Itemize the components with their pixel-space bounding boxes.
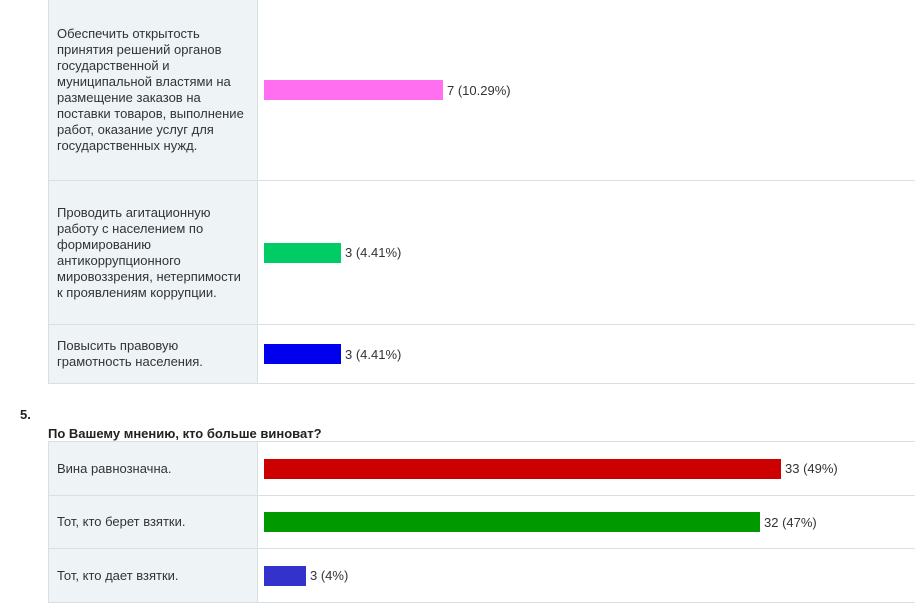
- result-count: 3 (4%): [310, 568, 349, 583]
- question4-results: Обеспечить открытость принятия решений о…: [48, 0, 915, 384]
- result-bar: [264, 458, 781, 479]
- option-label: Тот, кто дает взятки.: [48, 549, 258, 602]
- result-cell: 32 (47%): [258, 496, 915, 548]
- result-count: 32 (47%): [764, 514, 817, 530]
- option-label: Вина равнозначна.: [48, 442, 258, 495]
- poll-row: Тот, кто берет взятки. 32 (47%): [48, 496, 915, 549]
- result-bar: [264, 242, 341, 263]
- option-label: Тот, кто берет взятки.: [48, 496, 258, 548]
- result-count: 33 (49%): [785, 461, 838, 476]
- result-count: 3 (4.41%): [345, 245, 402, 260]
- poll-row: Тот, кто дает взятки. 3 (4%): [48, 549, 915, 603]
- result-cell: 33 (49%): [258, 442, 915, 495]
- option-label: Повысить правовую грамотность населения.: [48, 325, 258, 383]
- question-title: По Вашему мнению, кто больше виноват?: [48, 426, 322, 441]
- result-cell: 3 (4.41%): [258, 325, 915, 383]
- poll-row: Повысить правовую грамотность населения.…: [48, 325, 915, 384]
- result-count: 3 (4.41%): [345, 346, 402, 362]
- poll-row: Вина равнозначна. 33 (49%): [48, 441, 915, 496]
- question5-results: Вина равнозначна. 33 (49%) Тот, кто бере…: [48, 441, 915, 603]
- result-bar: [264, 80, 443, 100]
- option-label: Проводить агитационную работу с населени…: [48, 181, 258, 324]
- result-bar: [264, 344, 341, 364]
- question-number: 5.: [20, 407, 31, 422]
- result-bar: [264, 512, 760, 532]
- result-count: 7 (10.29%): [447, 82, 511, 98]
- poll-row: Обеспечить открытость принятия решений о…: [48, 0, 915, 181]
- result-cell: 3 (4.41%): [258, 181, 915, 324]
- option-label: Обеспечить открытость принятия решений о…: [48, 0, 258, 180]
- poll-row: Проводить агитационную работу с населени…: [48, 181, 915, 325]
- result-bar: [264, 565, 306, 586]
- result-cell: 3 (4%): [258, 549, 915, 602]
- result-cell: 7 (10.29%): [258, 0, 915, 180]
